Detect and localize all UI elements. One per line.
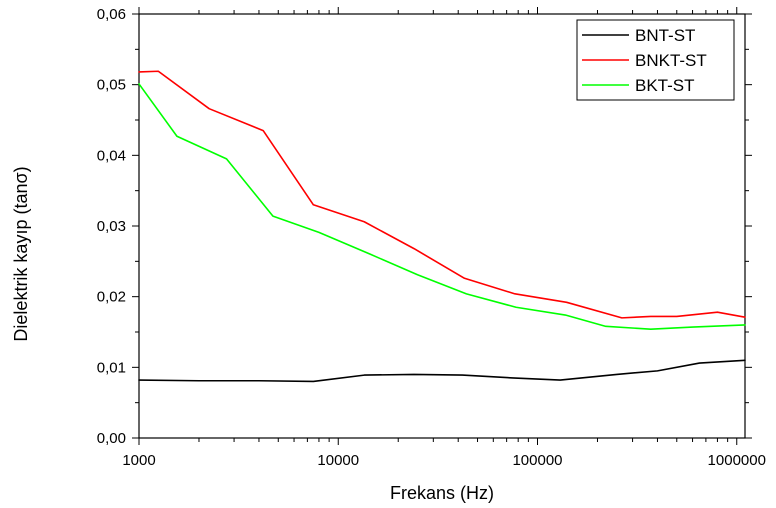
x-tick-label: 10000 <box>317 452 359 469</box>
y-tick-label: 0,03 <box>97 218 126 235</box>
series-line-bnt-st <box>138 359 746 383</box>
x-tick-label: 1000000 <box>708 452 766 469</box>
x-tick-label: 1000 <box>122 452 155 469</box>
y-tick-label: 0,01 <box>97 359 126 376</box>
y-tick-label: 0,04 <box>97 147 126 164</box>
series-line-bkt-st <box>138 83 746 330</box>
legend-label: BNKT-ST <box>635 51 707 70</box>
series-lines <box>138 70 746 383</box>
y-tick-label: 0,02 <box>97 289 126 306</box>
legend-label: BNT-ST <box>635 26 695 45</box>
series-line-bnkt-st <box>138 70 746 319</box>
ticks: 0,00 0,01 0,02 0,03 0,04 0,05 0,06 1000 10000 100… <box>97 6 766 469</box>
legend-label: BKT-ST <box>635 76 695 95</box>
legend: BNT-ST BNKT-ST BKT-ST <box>576 19 735 101</box>
y-tick-label: 0,00 <box>97 430 126 447</box>
x-axis-title: Frekans (Hz) <box>390 483 494 503</box>
y-axis-title: Dielektrik kayıp (tanσ) <box>11 166 31 341</box>
x-tick-label: 100000 <box>512 452 562 469</box>
y-tick-label: 0,06 <box>97 6 126 23</box>
y-tick-label: 0,05 <box>97 77 126 94</box>
